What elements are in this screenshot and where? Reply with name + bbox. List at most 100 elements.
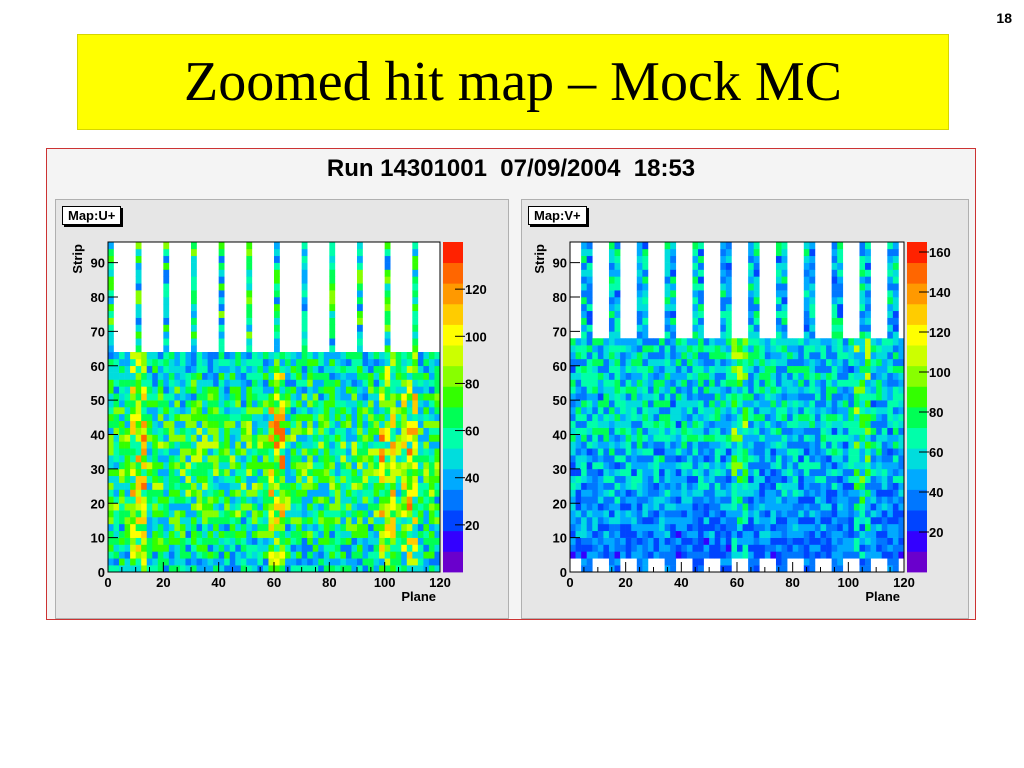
heatmap-cell xyxy=(703,386,710,394)
heatmap-cell xyxy=(318,551,325,559)
heatmap-cell xyxy=(664,510,671,518)
heatmap-cell xyxy=(798,358,805,367)
heatmap-cell xyxy=(664,331,671,339)
heatmap-cell xyxy=(620,386,626,394)
heatmap-cell xyxy=(246,283,253,291)
heatmap-cell xyxy=(268,517,275,525)
heatmap-cell xyxy=(185,558,192,566)
heatmap-cell xyxy=(318,407,325,415)
heatmap-cell xyxy=(345,558,352,566)
heatmap-cell xyxy=(345,393,352,401)
heatmap-cell xyxy=(642,365,649,373)
heatmap-cell xyxy=(859,269,866,277)
heatmap-cell xyxy=(423,407,430,415)
heatmap-cell xyxy=(781,345,788,353)
heatmap-cell xyxy=(124,482,131,490)
heatmap-cell xyxy=(803,496,810,504)
heatmap-cell xyxy=(368,475,374,483)
heatmap-cell xyxy=(709,551,716,559)
heatmap-cell xyxy=(246,462,253,470)
heatmap-cell xyxy=(213,530,219,538)
heatmap-cell xyxy=(753,345,760,353)
heatmap-cell xyxy=(362,462,369,470)
heatmap-cell xyxy=(586,248,593,257)
heatmap-cell xyxy=(837,324,844,332)
heatmap-cell xyxy=(636,324,643,332)
heatmap-cell xyxy=(229,386,236,394)
heatmap-cell xyxy=(257,544,264,552)
heatmap-cell xyxy=(108,544,114,552)
heatmap-cell xyxy=(174,441,181,449)
heatmap-cell xyxy=(207,427,214,435)
heatmap-cell xyxy=(119,413,125,422)
heatmap-cell xyxy=(608,462,615,470)
heatmap-cell xyxy=(412,365,419,373)
heatmap-cell xyxy=(898,434,905,442)
heatmap-cell xyxy=(163,482,170,490)
heatmap-cell xyxy=(614,413,621,422)
heatmap-cell xyxy=(108,242,114,250)
heatmap-cell xyxy=(163,434,170,442)
heatmap-cell xyxy=(614,297,621,305)
heatmap-cell xyxy=(770,523,777,532)
heatmap-cell xyxy=(675,393,682,401)
heatmap-cell xyxy=(898,455,905,463)
heatmap-cell xyxy=(240,434,247,442)
heatmap-cell xyxy=(831,242,838,250)
heatmap-cell xyxy=(792,530,799,538)
heatmap-cell xyxy=(157,489,164,497)
heatmap-cell xyxy=(251,482,258,490)
heatmap-cell xyxy=(620,530,626,538)
heatmap-cell xyxy=(647,345,654,353)
heatmap-cell xyxy=(764,407,771,415)
heatmap-cell xyxy=(412,372,419,380)
heatmap-cell xyxy=(870,462,877,470)
heatmap-cell xyxy=(135,365,142,373)
heatmap-cell xyxy=(312,537,319,545)
heatmap-cell xyxy=(653,427,660,435)
heatmap-cell xyxy=(423,386,430,394)
heatmap-cell xyxy=(597,413,604,422)
heatmap-cell xyxy=(157,496,164,504)
heatmap-cell xyxy=(898,517,905,525)
heatmap-cell xyxy=(135,496,142,504)
heatmap-cell xyxy=(826,386,832,394)
heatmap-cell xyxy=(642,393,649,401)
heatmap-cell xyxy=(307,496,314,504)
heatmap-cell xyxy=(318,468,325,477)
heatmap-cell xyxy=(792,434,799,442)
heatmap-cell xyxy=(865,517,871,525)
heatmap-cell xyxy=(881,379,888,387)
heatmap-cell xyxy=(351,407,358,415)
heatmap-cell xyxy=(720,262,727,270)
heatmap-cell xyxy=(686,503,693,511)
heatmap-cell xyxy=(642,345,649,353)
heatmap-cell xyxy=(887,248,894,257)
heatmap-cell xyxy=(859,413,866,422)
heatmap-cell xyxy=(809,468,816,477)
heatmap-cell xyxy=(709,523,716,532)
pad-map-v[interactable]: 0 20 40 60 80 100 120 Plane 0 10 20 30 40 50 60 70 80 90 S… xyxy=(521,199,969,619)
heatmap-cell xyxy=(809,565,816,573)
pad-map-u[interactable]: 0 20 40 60 80 100 120 Plane 0 10 20 30 40 50 60 70 80 90 S… xyxy=(55,199,509,619)
heatmap-cell xyxy=(179,400,186,408)
heatmap-cell xyxy=(119,441,125,449)
heatmap-cell xyxy=(329,393,336,401)
heatmap-cell xyxy=(168,496,175,504)
heatmap-cell xyxy=(368,489,374,497)
heatmap-cell xyxy=(675,365,682,373)
heatmap-cell xyxy=(185,352,192,360)
heatmap-cell xyxy=(185,565,192,573)
heatmap-cell xyxy=(191,365,197,373)
heatmap-cell xyxy=(417,365,424,373)
heatmap-cell xyxy=(224,434,231,442)
heatmap-cell xyxy=(681,386,688,394)
heatmap-cell xyxy=(168,551,175,559)
heatmap-cell xyxy=(620,358,626,367)
heatmap-cell xyxy=(647,420,654,428)
heatmap-cell xyxy=(428,400,435,408)
heatmap-cell xyxy=(323,496,330,504)
heatmap-cell xyxy=(798,468,805,477)
heatmap-cell xyxy=(603,448,610,456)
heatmap-cell xyxy=(229,400,236,408)
